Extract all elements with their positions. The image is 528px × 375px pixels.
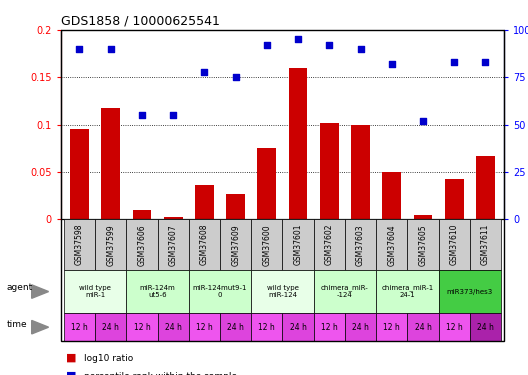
Bar bbox=[413, 214, 432, 219]
Text: miR373/hes3: miR373/hes3 bbox=[447, 289, 493, 295]
Point bbox=[356, 46, 365, 52]
Bar bbox=[320, 123, 338, 219]
Bar bbox=[351, 124, 370, 219]
Bar bbox=[227, 194, 245, 219]
Text: 24 h: 24 h bbox=[414, 322, 431, 332]
Text: GSM37610: GSM37610 bbox=[450, 224, 459, 266]
Text: 24 h: 24 h bbox=[102, 322, 119, 332]
Text: log10 ratio: log10 ratio bbox=[84, 354, 134, 363]
Text: miR-124m
ut5-6: miR-124m ut5-6 bbox=[140, 285, 175, 298]
Bar bbox=[133, 210, 152, 219]
Point bbox=[419, 118, 427, 124]
Bar bbox=[195, 185, 214, 219]
Polygon shape bbox=[32, 285, 49, 298]
Polygon shape bbox=[32, 320, 49, 334]
Text: GSM37603: GSM37603 bbox=[356, 224, 365, 266]
Text: wild type
miR-1: wild type miR-1 bbox=[79, 285, 111, 298]
Point bbox=[262, 42, 271, 48]
Text: miR-124mut9-1
0: miR-124mut9-1 0 bbox=[193, 285, 247, 298]
Text: GSM37598: GSM37598 bbox=[75, 224, 84, 266]
Point bbox=[482, 59, 490, 65]
Point bbox=[75, 46, 83, 52]
Text: ■: ■ bbox=[66, 371, 77, 375]
Text: 24 h: 24 h bbox=[352, 322, 369, 332]
Point bbox=[325, 42, 334, 48]
Text: 24 h: 24 h bbox=[227, 322, 244, 332]
Text: 12 h: 12 h bbox=[446, 322, 463, 332]
Bar bbox=[164, 216, 183, 219]
Text: percentile rank within the sample: percentile rank within the sample bbox=[84, 372, 238, 375]
Text: 12 h: 12 h bbox=[321, 322, 338, 332]
Text: ■: ■ bbox=[66, 353, 77, 363]
Point bbox=[450, 59, 458, 65]
Text: 12 h: 12 h bbox=[383, 322, 400, 332]
Text: GSM37602: GSM37602 bbox=[325, 224, 334, 266]
Bar bbox=[258, 148, 276, 219]
Bar bbox=[289, 68, 307, 219]
Text: 24 h: 24 h bbox=[165, 322, 182, 332]
Text: GSM37605: GSM37605 bbox=[419, 224, 428, 266]
Bar bbox=[445, 178, 464, 219]
Text: GSM37604: GSM37604 bbox=[388, 224, 397, 266]
Point bbox=[231, 74, 240, 80]
Text: agent: agent bbox=[6, 284, 33, 292]
Bar bbox=[476, 156, 495, 219]
Text: 24 h: 24 h bbox=[477, 322, 494, 332]
Text: 12 h: 12 h bbox=[196, 322, 213, 332]
Point bbox=[107, 46, 115, 52]
Bar bbox=[101, 108, 120, 219]
Text: 12 h: 12 h bbox=[259, 322, 275, 332]
Text: GSM37601: GSM37601 bbox=[294, 224, 303, 266]
Text: time: time bbox=[6, 320, 27, 328]
Text: GDS1858 / 10000625541: GDS1858 / 10000625541 bbox=[61, 15, 220, 27]
Text: GSM37608: GSM37608 bbox=[200, 224, 209, 266]
Bar bbox=[382, 172, 401, 219]
Point bbox=[388, 61, 396, 67]
Text: GSM37611: GSM37611 bbox=[481, 224, 490, 266]
Text: GSM37607: GSM37607 bbox=[168, 224, 177, 266]
Point bbox=[138, 112, 146, 118]
Text: chimera_miR-
-124: chimera_miR- -124 bbox=[321, 285, 369, 298]
Text: wild type
miR-124: wild type miR-124 bbox=[267, 285, 298, 298]
Text: GSM37609: GSM37609 bbox=[231, 224, 240, 266]
Text: 24 h: 24 h bbox=[290, 322, 307, 332]
Text: 12 h: 12 h bbox=[71, 322, 88, 332]
Text: GSM37606: GSM37606 bbox=[137, 224, 146, 266]
Text: GSM37599: GSM37599 bbox=[106, 224, 115, 266]
Text: chimera_miR-1
24-1: chimera_miR-1 24-1 bbox=[381, 285, 433, 298]
Text: GSM37600: GSM37600 bbox=[262, 224, 271, 266]
Point bbox=[169, 112, 177, 118]
Point bbox=[200, 69, 209, 75]
Point bbox=[294, 36, 303, 42]
Text: 12 h: 12 h bbox=[134, 322, 150, 332]
Bar bbox=[70, 129, 89, 219]
